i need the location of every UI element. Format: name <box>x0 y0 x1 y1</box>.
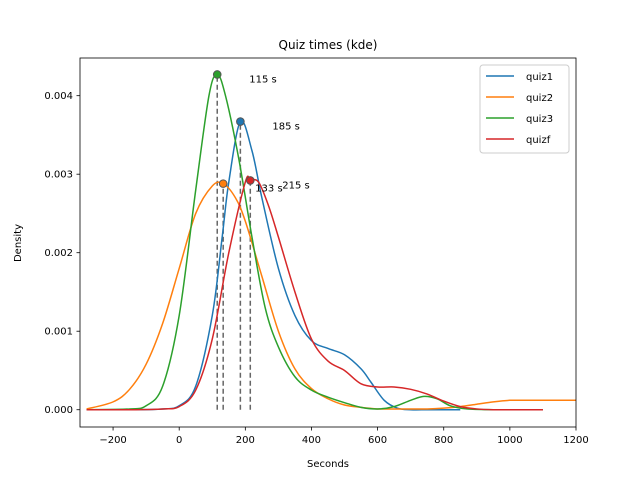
legend-label-quiz2: quiz2 <box>526 93 553 104</box>
legend-box <box>479 64 570 154</box>
y-tick-label: 0.003 <box>44 170 73 181</box>
peak-label-quiz3: 115 s <box>249 74 276 85</box>
x-tick-label: 0 <box>176 435 182 446</box>
x-tick-label: 1200 <box>563 435 588 446</box>
peak-label-quiz2: 133 s <box>255 184 282 195</box>
peak-point-quiz2 <box>218 179 228 188</box>
legend-label-quizf: quizf <box>526 135 551 146</box>
plot-area: 115 s 185 s 133 s 215 s <box>86 70 576 411</box>
peak-label-quiz1: 185 s <box>272 122 299 133</box>
x-tick-label: 200 <box>236 435 255 446</box>
axes: −200 0 200 400 600 800 1000 1200 0.000 0.001 0.002… <box>44 57 589 446</box>
x-tick-label: 400 <box>302 435 321 446</box>
y-tick-label: 0.004 <box>44 91 73 102</box>
peak-point-quiz1 <box>236 117 245 126</box>
x-tick-label: 1000 <box>497 435 522 446</box>
chart-title: Quiz times (kde) <box>279 38 378 52</box>
y-tick-label: 0.000 <box>44 405 73 416</box>
legend: quiz1 quiz2 quiz3 quizf <box>479 64 570 154</box>
y-tick-label: 0.001 <box>44 327 73 338</box>
x-tick-label: 800 <box>434 435 453 446</box>
peak-point-quiz3 <box>212 70 222 79</box>
y-tick-label: 0.002 <box>44 248 73 259</box>
axes-frame <box>79 57 577 428</box>
peak-label-quizf: 215 s <box>282 180 309 191</box>
x-tick-label: 600 <box>368 435 387 446</box>
x-axis-title: Seconds <box>307 459 349 470</box>
legend-label-quiz1: quiz1 <box>526 72 553 83</box>
series-line-quizf <box>86 175 543 411</box>
y-axis-title: Density <box>13 224 24 262</box>
peak-point-quizf <box>245 176 255 185</box>
legend-label-quiz3: quiz3 <box>526 114 553 125</box>
x-tick-label: −200 <box>99 435 126 446</box>
